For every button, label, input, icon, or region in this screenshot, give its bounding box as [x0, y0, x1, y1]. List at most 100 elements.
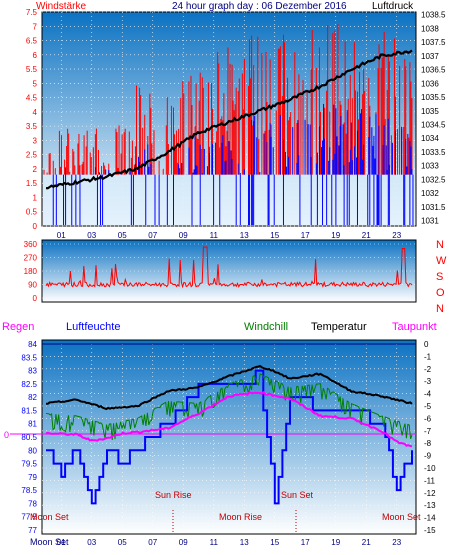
temp-tick-label: -7: [424, 427, 432, 436]
wind-tick-label: 1.5: [26, 179, 38, 188]
temp-tick-label: -9: [424, 452, 432, 461]
temp-hour-label: 19: [331, 538, 340, 547]
wind-hour-label: 15: [270, 231, 279, 240]
temp-hour-label: 23: [392, 538, 401, 547]
temp-tick-label: -3: [424, 377, 432, 386]
pressure-tick-label: 1036.5: [421, 66, 446, 75]
direction-series: [45, 246, 413, 289]
temp-tick-label: -5: [424, 402, 432, 411]
humidity-tick-label: 82.5: [21, 380, 37, 389]
wind-tick-label: 5.5: [26, 65, 38, 74]
humidity-tick-label: 81.5: [21, 406, 37, 415]
pressure-tick-label: 1031.5: [421, 203, 446, 212]
temp-tick-label: -12: [424, 489, 436, 498]
wind-tick-label: 6.5: [26, 37, 38, 46]
direction-panel-plot: [41, 239, 417, 303]
direction-tick-label: 360: [24, 240, 38, 249]
compass-label: S: [436, 271, 443, 283]
windchill-label: Windchill: [244, 321, 288, 333]
temp-hour-label: 13: [240, 538, 249, 547]
temp-hour-label: 07: [148, 538, 157, 547]
wind-hour-label: 13: [240, 231, 249, 240]
pressure-tick-label: 1033: [421, 162, 439, 171]
direction-tick-label: 0: [33, 294, 38, 303]
wind-direction-line: [45, 246, 413, 289]
sun-rise-label: Sun Rise: [155, 490, 192, 500]
compass-label: N: [436, 239, 444, 251]
temp-hour-label: 15: [270, 538, 279, 547]
temp-hour-label: 09: [179, 538, 188, 547]
temp-hour-label: 03: [87, 538, 96, 547]
direction-tick-label: 270: [24, 254, 38, 263]
wind-panel-grid: [42, 11, 416, 227]
dewpoint-series: [45, 390, 413, 448]
wind-hour-label: 03: [87, 231, 96, 240]
wind-tick-label: 6: [33, 51, 38, 60]
pressure-tick-label: 1032.5: [421, 175, 446, 184]
pressure-tick-label: 1034.5: [421, 120, 446, 129]
direction-tick-label: 90: [28, 281, 37, 290]
pressure-tick-label: 1031: [421, 217, 439, 226]
temp-hour-label: 21: [362, 538, 371, 547]
wind-tick-label: 0: [33, 222, 38, 231]
humidity-tick-label: 78.5: [21, 486, 37, 495]
wind-tick-label: 3.5: [26, 122, 38, 131]
temp-tick-label: -13: [424, 501, 436, 510]
temp-tick-label: -10: [424, 464, 436, 473]
wind-hour-label: 05: [118, 231, 127, 240]
sun-set-label: Sun Set: [281, 490, 314, 500]
windchill-series: [45, 373, 413, 440]
humidity-tick-label: 77.5: [21, 513, 37, 522]
wind-hour-labels: 01 03 05 07 09 11 13 15 17 19 21 23: [57, 231, 402, 240]
rain-label: Regen: [2, 321, 34, 333]
pressure-label: Luftdruck: [372, 1, 414, 12]
direction-axis-labels: 360 270 180 90 0: [24, 240, 38, 303]
temp-tick-label: -6: [424, 414, 432, 423]
temp-hour-label: 17: [301, 538, 310, 547]
wind-tick-label: 1: [33, 193, 38, 202]
wind-tick-label: 4.5: [26, 94, 38, 103]
wind-tick-label: 5: [33, 79, 38, 88]
temp-hour-labels: 01 03 05 07 09 11 13 15 17 19 21 23: [57, 538, 402, 547]
compass-label: O: [436, 287, 445, 299]
temp-hour-label: 11: [210, 538, 219, 547]
pressure-line: [45, 49, 413, 190]
wind-tick-label: 2.5: [26, 151, 38, 160]
humidity-tick-label: 84: [28, 340, 37, 349]
wind-speed-label: Windstärke: [36, 1, 86, 12]
wind-hour-label: 01: [57, 231, 66, 240]
humidity-series: [46, 369, 413, 505]
rain-zero-marker: 0: [4, 430, 9, 440]
humidity-tick-label: 81: [28, 420, 37, 429]
wind-gust-bars: [43, 24, 414, 225]
humidity-tick-label: 80.5: [21, 433, 37, 442]
wind-hour-label: 07: [148, 231, 157, 240]
pressure-tick-label: 1033.5: [421, 148, 446, 157]
temp-tick-label: -14: [424, 514, 436, 523]
temp-tick-label: -2: [424, 365, 432, 374]
compass-label: W: [436, 255, 447, 267]
humidity-tick-label: 79: [28, 473, 37, 482]
humidity-label: Luftfeuchte: [66, 321, 120, 333]
humidity-tick-label: 80: [28, 446, 37, 455]
wind-hour-label: 09: [179, 231, 188, 240]
humidity-tick-label: 82: [28, 393, 37, 402]
wind-tick-label: 4: [33, 108, 38, 117]
wind-tick-label: 7: [33, 22, 38, 31]
wind-hour-label: 17: [301, 231, 310, 240]
wind-axis-labels: 0 0.5 1 1.5 2 2.5 3 3.5 4 4.5 5 5.5 6 6.5 7 7.5: [26, 8, 38, 231]
temp-hour-label: 05: [118, 538, 127, 547]
dewpoint-label: Taupunkt: [392, 321, 437, 333]
pressure-tick-label: 1032: [421, 189, 439, 198]
pressure-axis-labels: 1031 1031.5 1032 1032.5 1033 1033.5 1034 1034.5…: [421, 11, 446, 226]
pressure-tick-label: 1038: [421, 24, 439, 33]
temp-tick-label: -1: [424, 352, 432, 361]
pressure-tick-label: 1037: [421, 52, 439, 61]
humidity-tick-label: 77: [28, 526, 37, 535]
temp-tick-label: -8: [424, 439, 432, 448]
wind-tick-label: 3: [33, 136, 38, 145]
pressure-tick-label: 1037.5: [421, 38, 446, 47]
